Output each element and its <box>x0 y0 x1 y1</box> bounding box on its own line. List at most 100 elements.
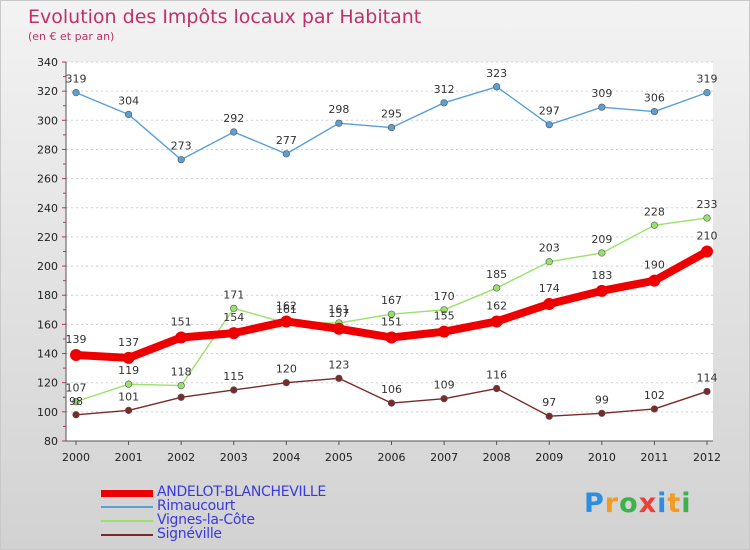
data-point <box>387 123 396 132</box>
data-label: 101 <box>118 390 139 403</box>
data-point <box>595 284 608 297</box>
data-point <box>124 406 133 414</box>
data-label: 155 <box>434 310 455 323</box>
data-point <box>230 304 238 312</box>
data-point <box>335 119 343 127</box>
legend-swatch <box>101 520 153 522</box>
x-tick-label: 2004 <box>272 451 300 464</box>
data-point <box>703 89 711 97</box>
data-label: 154 <box>223 311 244 324</box>
data-point <box>72 411 80 419</box>
data-point <box>332 322 345 335</box>
y-tick-label: 320 <box>37 85 58 98</box>
data-point <box>703 387 711 396</box>
data-point <box>177 156 185 164</box>
data-label: 209 <box>591 233 612 246</box>
data-point <box>280 315 293 328</box>
data-label: 298 <box>328 103 349 116</box>
data-label: 319 <box>697 73 718 86</box>
data-label: 295 <box>381 108 402 121</box>
data-point <box>72 398 80 406</box>
y-tick-label: 300 <box>37 114 58 127</box>
data-point <box>282 150 290 158</box>
data-label: 118 <box>171 366 192 379</box>
legend-swatch <box>101 534 153 536</box>
x-tick-label: 2007 <box>430 451 458 464</box>
data-point <box>598 103 606 111</box>
data-point <box>440 306 448 314</box>
y-tick-label: 260 <box>37 173 58 186</box>
data-label: 210 <box>697 230 718 243</box>
data-label: 162 <box>276 299 297 312</box>
legend-label: Signéville <box>157 526 222 542</box>
x-tick-label: 2002 <box>167 451 195 464</box>
data-label: 312 <box>434 83 455 96</box>
data-point <box>438 325 451 338</box>
data-point <box>177 382 185 390</box>
data-label: 203 <box>539 242 560 255</box>
data-label: 167 <box>381 294 402 307</box>
data-label: 137 <box>118 336 139 349</box>
data-label: 109 <box>434 379 455 392</box>
data-point <box>493 384 501 393</box>
data-label: 114 <box>697 371 718 384</box>
y-tick-label: 140 <box>37 348 58 361</box>
data-point <box>703 214 711 222</box>
data-point <box>545 258 553 266</box>
logo-letter: o <box>619 488 639 519</box>
data-point <box>701 245 713 258</box>
x-tick-label: 2008 <box>483 451 511 464</box>
data-label: 102 <box>644 389 665 402</box>
y-tick-label: 120 <box>37 377 58 390</box>
data-label: 119 <box>118 364 139 377</box>
data-point <box>177 393 185 401</box>
data-label: 99 <box>595 393 609 406</box>
data-label: 120 <box>276 363 297 376</box>
data-point <box>124 110 133 119</box>
data-point <box>175 331 188 344</box>
data-point <box>124 380 133 388</box>
data-point <box>598 409 606 417</box>
data-point <box>545 412 553 420</box>
data-point <box>545 121 553 129</box>
data-point <box>230 128 238 136</box>
data-point <box>650 107 659 116</box>
data-point <box>230 386 238 394</box>
data-point <box>440 99 448 107</box>
logo-letter: i <box>657 488 668 519</box>
data-label: 323 <box>486 67 507 80</box>
data-label: 139 <box>66 333 87 346</box>
data-point <box>440 395 448 403</box>
data-point <box>543 297 556 310</box>
y-tick-label: 240 <box>37 202 58 215</box>
data-point <box>385 331 398 344</box>
data-label: 161 <box>276 303 297 316</box>
y-tick-label: 340 <box>37 56 58 69</box>
y-tick-label: 200 <box>37 260 58 273</box>
data-point <box>387 399 396 407</box>
data-label: 162 <box>486 299 507 312</box>
x-tick-label: 2010 <box>588 451 616 464</box>
data-label: 161 <box>328 303 349 316</box>
x-tick-label: 2003 <box>220 451 248 464</box>
y-tick-label: 80 <box>44 435 58 448</box>
legend-label: ANDELOT-BLANCHEVILLE <box>157 484 326 500</box>
data-label: 233 <box>697 198 718 211</box>
data-point <box>598 249 606 257</box>
legend-item: ANDELOT-BLANCHEVILLE <box>101 484 361 500</box>
data-label: 174 <box>539 282 560 295</box>
data-label: 123 <box>328 358 349 371</box>
data-point <box>648 274 661 287</box>
legend-item: Vignes-la-Côte <box>101 512 361 528</box>
data-label: 151 <box>381 316 402 329</box>
data-label: 309 <box>591 87 612 100</box>
data-label: 116 <box>486 369 507 382</box>
data-label: 185 <box>486 268 507 281</box>
data-label: 97 <box>542 396 556 409</box>
data-label: 107 <box>66 382 87 395</box>
data-label: 277 <box>276 134 297 147</box>
y-tick-label: 220 <box>37 231 58 244</box>
x-tick-label: 2006 <box>378 451 406 464</box>
